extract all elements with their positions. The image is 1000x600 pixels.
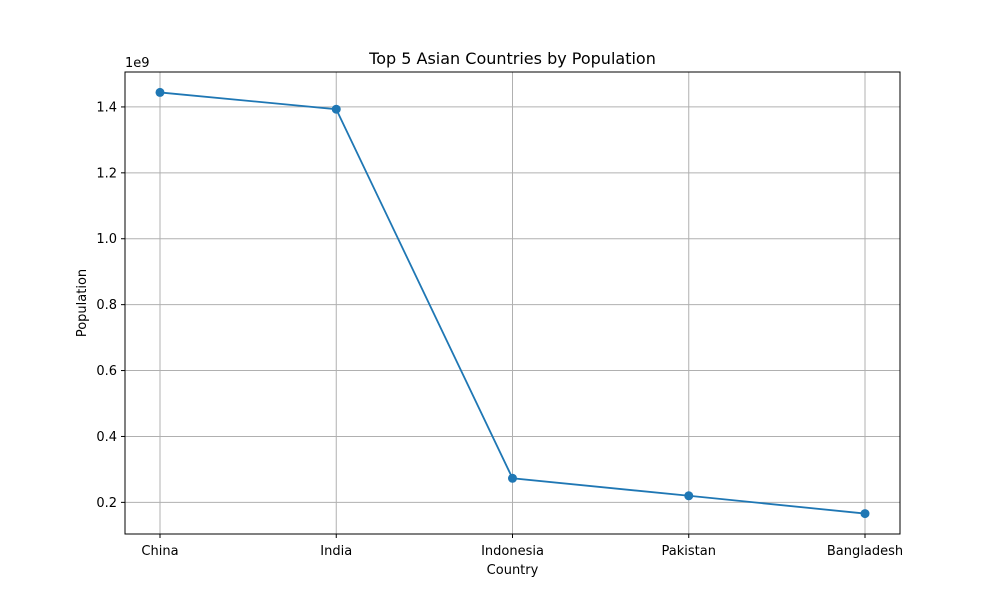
- y-tick-label: 0.6: [96, 364, 117, 379]
- data-point-indonesia: [508, 473, 517, 483]
- data-point-pakistan: [684, 491, 694, 501]
- data-point-india: [331, 104, 341, 114]
- x-grid: [159, 72, 866, 534]
- y-grid: [125, 106, 900, 503]
- y-tick-label: 1.0: [96, 232, 117, 247]
- x-tick-label: China: [141, 544, 178, 559]
- x-tick-label: India: [320, 544, 352, 559]
- x-axis-ticks: China India Indonesia Pakistan Bangladesh: [141, 534, 903, 559]
- x-tick-label: Bangladesh: [827, 544, 903, 559]
- y-tick-label: 0.2: [96, 496, 117, 511]
- chart-title: Top 5 Asian Countries by Population: [368, 49, 656, 68]
- x-tick-label: Pakistan: [662, 544, 716, 559]
- series-group: [155, 87, 870, 519]
- x-axis-label: Country: [487, 563, 539, 578]
- y-axis-ticks: 0.2 0.4 0.6 0.8 1.0 1.2 1.4: [96, 100, 125, 511]
- y-tick-label: 1.2: [96, 166, 117, 181]
- x-tick-label: Indonesia: [481, 544, 544, 559]
- y-tick-label: 0.8: [96, 298, 117, 313]
- y-offset-label: 1e9: [125, 56, 150, 71]
- y-axis-label: Population: [75, 269, 90, 337]
- y-tick-label: 1.4: [96, 100, 117, 115]
- data-point-bangladesh: [860, 509, 870, 519]
- data-point-china: [155, 87, 165, 97]
- y-tick-label: 0.4: [96, 430, 117, 445]
